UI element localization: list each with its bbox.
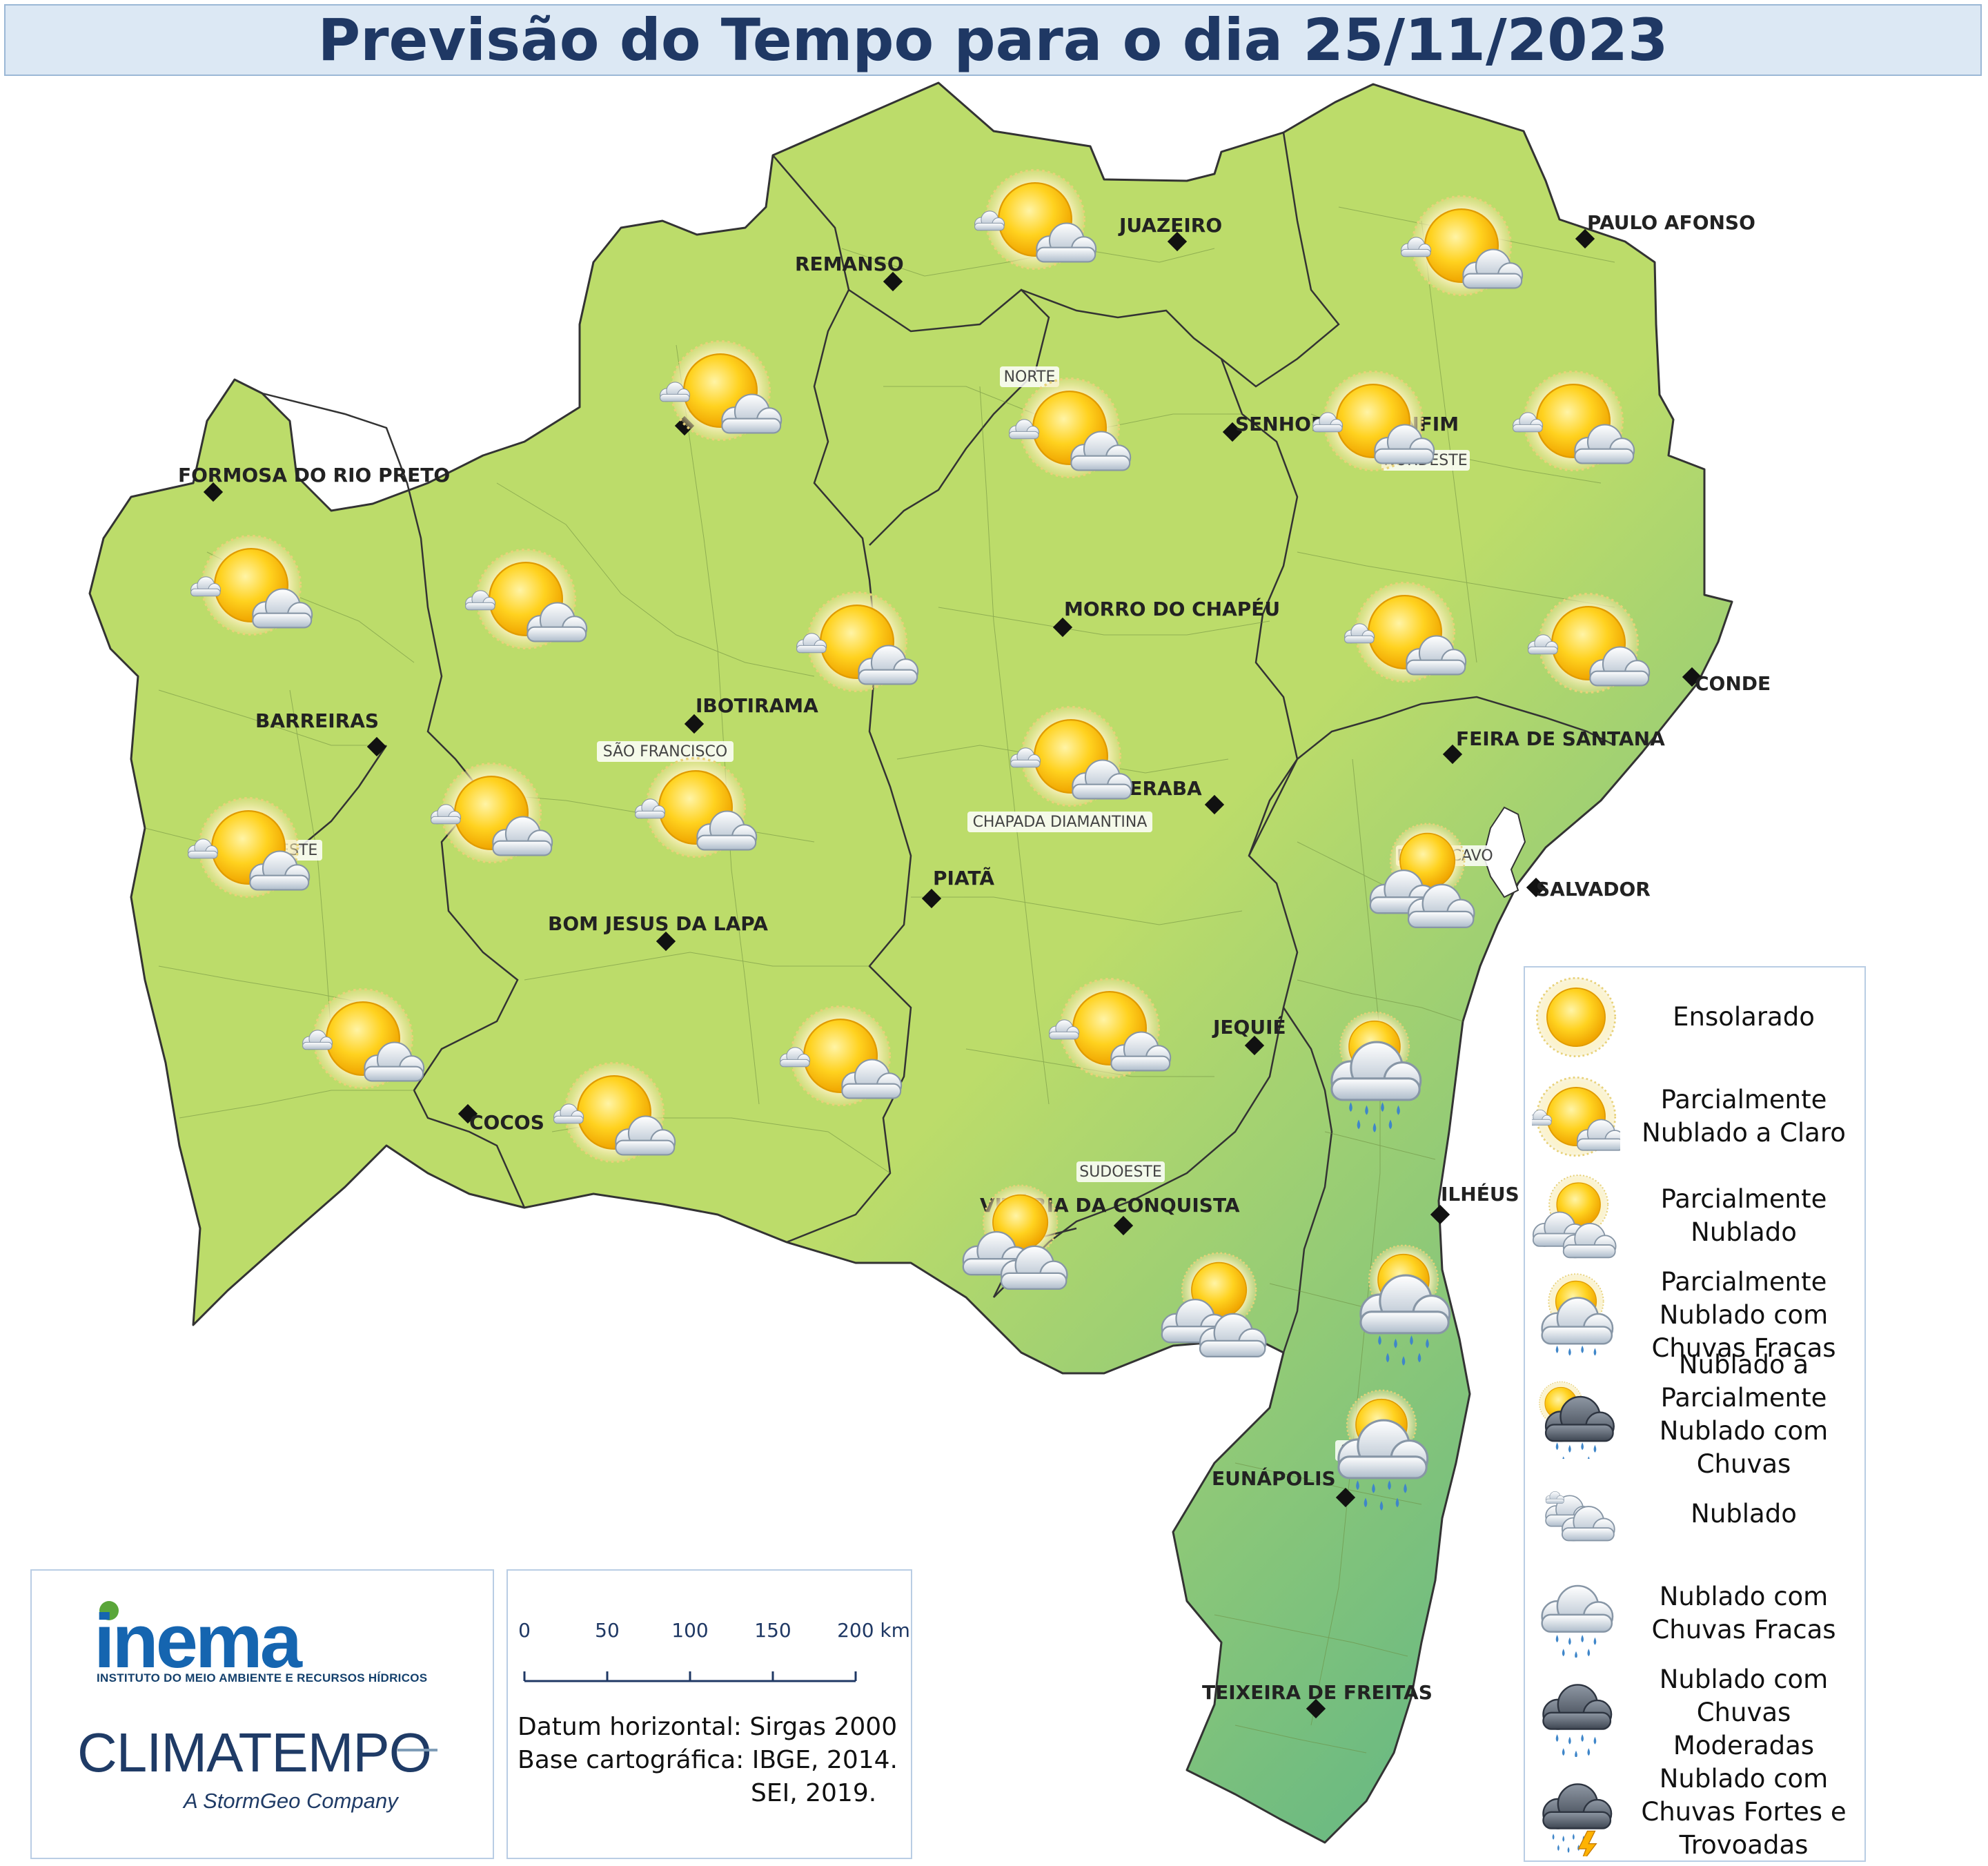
- city-marker: [1222, 422, 1243, 442]
- climatempo-logo-mark: [397, 1749, 437, 1751]
- scale-tick-label: 200 km: [837, 1619, 910, 1642]
- legend-label: Parcialmente Nublado: [1660, 1184, 1827, 1247]
- datum-text: Datum horizontal: Sirgas 2000: [518, 1713, 898, 1741]
- scale-tick-label: 0: [518, 1619, 531, 1642]
- legend-item: Nublado com Chuvas Moderadas: [1525, 1663, 1864, 1762]
- city-marker: [366, 736, 387, 757]
- legend-label: Nublado a Parcialmente Nublado com Chuva…: [1659, 1350, 1829, 1479]
- legend-item: Nublado: [1525, 1464, 1864, 1564]
- city-marker: [1052, 617, 1073, 638]
- legend-item: Parcialmente Nublado a Claro: [1525, 1067, 1864, 1166]
- city-label: JUAZEIRO: [1118, 214, 1222, 237]
- city-marker: [1306, 1698, 1326, 1719]
- city-label: BARREIRAS: [255, 709, 379, 732]
- legend-item: Nublado a Parcialmente Nublado com Chuva…: [1525, 1350, 1864, 1479]
- partly-cloudy-icon: [1532, 1172, 1620, 1260]
- legend-item: Ensolarado: [1525, 968, 1864, 1067]
- city-marker: [1167, 231, 1188, 252]
- city-marker: [883, 271, 903, 292]
- city-marker: [457, 1103, 478, 1124]
- partly-cloudy-to-clear-icon: [1532, 1072, 1620, 1161]
- city-marker: [684, 714, 705, 734]
- city-marker: [1335, 1487, 1356, 1508]
- city-label: COCOS: [469, 1111, 544, 1134]
- city-marker: [203, 482, 224, 502]
- city-label: PIATÃ: [933, 866, 994, 890]
- region-label: SÃO FRANCISCO: [597, 741, 734, 762]
- cloudy-icon: [1532, 1470, 1620, 1558]
- map-title: Previsão do Tempo para o dia 25/11/2023: [317, 6, 1669, 74]
- city-label: EUNÁPOLIS: [1212, 1466, 1336, 1490]
- base-cartografica-text-2: SEI, 2019.: [751, 1779, 877, 1807]
- scale-and-credits-panel: Datum horizontal: Sirgas 2000 Base carto…: [506, 1569, 912, 1859]
- climatempo-logo: CLIMATEMPO: [77, 1722, 432, 1783]
- legend-label: Nublado com Chuvas Fortes e Trovoadas: [1641, 1764, 1847, 1860]
- city-label: MORRO DO CHAPÉU: [1064, 597, 1280, 620]
- city-marker: [1204, 794, 1225, 815]
- logo-panel: inema INSTITUTO DO MEIO AMBIENTE E RECUR…: [30, 1569, 494, 1859]
- city-label: TEIXEIRA DE FREITAS: [1202, 1681, 1433, 1704]
- city-marker: [1575, 228, 1595, 249]
- legend-label: Nublado com Chuvas Fracas: [1651, 1582, 1836, 1644]
- legend-item: Parcialmente Nublado com Chuvas Fracas: [1525, 1266, 1864, 1365]
- region-label: NORTE: [1000, 366, 1059, 387]
- scale-tick-label: 50: [595, 1619, 620, 1642]
- climatempo-subtitle: A StormGeo Company: [184, 1789, 398, 1813]
- legend-item: Nublado com Chuvas Fracas: [1525, 1564, 1864, 1663]
- inema-subtitle: INSTITUTO DO MEIO AMBIENTE E RECURSOS HÍ…: [97, 1671, 428, 1685]
- sunny-icon: [1532, 973, 1620, 1061]
- cloudy-storm-icon: [1532, 1768, 1620, 1856]
- scale-bar: [523, 1671, 857, 1682]
- city-label: ILHÉUS: [1441, 1182, 1519, 1206]
- svg-text:CHAPADA DIAMANTINA: CHAPADA DIAMANTINA: [973, 814, 1148, 831]
- city-marker: [1113, 1215, 1134, 1236]
- cloudy-moderate-rain-icon: [1532, 1669, 1620, 1757]
- svg-text:inema: inema: [94, 1599, 303, 1674]
- legend-label: Parcialmente Nublado com Chuvas Fracas: [1651, 1267, 1836, 1363]
- base-cartografica-text: Base cartográfica: IBGE, 2014.: [518, 1746, 898, 1774]
- legend-label: Parcialmente Nublado a Claro: [1642, 1085, 1846, 1148]
- city-marker: [1526, 877, 1546, 898]
- city-label: FEIRA DE SANTANA: [1456, 727, 1665, 750]
- municipal-boundaries: [144, 206, 1615, 1754]
- legend-label: Nublado com Chuvas Moderadas: [1659, 1664, 1829, 1760]
- svg-text:SÃO FRANCISCO: SÃO FRANCISCO: [603, 742, 727, 760]
- city-marker: [1244, 1035, 1265, 1056]
- city-marker: [921, 888, 942, 909]
- region-label: CHAPADA DIAMANTINA: [967, 812, 1152, 832]
- map-title-bar: Previsão do Tempo para o dia 25/11/2023: [4, 4, 1982, 76]
- legend-item: Nublado com Chuvas Fortes e Trovoadas: [1525, 1762, 1864, 1862]
- cloudy-light-rain-icon: [1532, 1569, 1620, 1658]
- city-label: CONDE: [1695, 672, 1771, 695]
- inema-logo: inema: [94, 1599, 306, 1674]
- city-label: IBOTIRAMA: [696, 694, 818, 717]
- city-label: BOM JESUS DA LAPA: [548, 912, 768, 935]
- legend-item: Parcialmente Nublado: [1525, 1166, 1864, 1266]
- city-label: SALVADOR: [1536, 878, 1651, 901]
- svg-text:SUDOESTE: SUDOESTE: [1079, 1163, 1162, 1181]
- cloudy-partly-rain-icon: [1532, 1371, 1620, 1459]
- city-label: REMANSO: [795, 253, 904, 275]
- city-marker: [1430, 1204, 1450, 1225]
- bahia-state-shape: [88, 81, 1733, 1844]
- legend-label: Nublado: [1691, 1499, 1797, 1529]
- scale-tick-label: 150: [754, 1619, 791, 1642]
- city-label: JEQUIÉ: [1212, 1015, 1286, 1039]
- city-label: FORMOSA DO RIO PRETO: [178, 464, 450, 487]
- forecast-legend: Ensolarado Parcialmente Nublado a Claro Pa…: [1524, 966, 1866, 1862]
- scale-tick-label: 100: [671, 1619, 709, 1642]
- svg-text:NORTE: NORTE: [1004, 369, 1056, 386]
- partly-cloudy-light-rain-icon: [1532, 1271, 1620, 1359]
- legend-label: Ensolarado: [1673, 1002, 1815, 1032]
- region-label: SUDOESTE: [1076, 1161, 1165, 1182]
- city-marker: [656, 931, 676, 952]
- city-marker: [1682, 667, 1702, 687]
- city-label: PAULO AFONSO: [1587, 211, 1755, 234]
- city-marker: [1442, 744, 1463, 765]
